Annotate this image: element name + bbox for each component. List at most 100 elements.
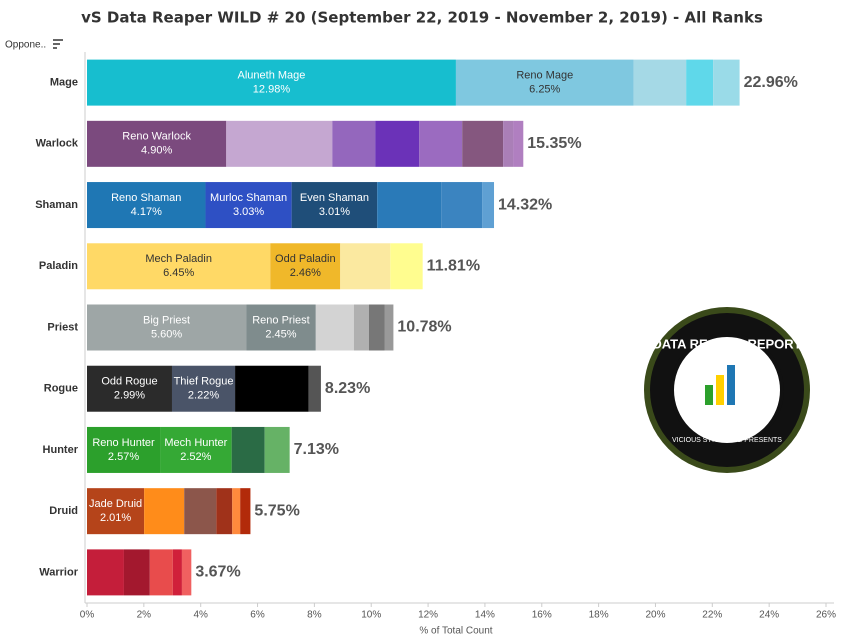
x-tick-label: 14%	[475, 610, 495, 621]
category-label: Shaman	[35, 199, 78, 211]
segment-name: Thief Rogue	[174, 376, 234, 388]
x-tick-label: 6%	[250, 610, 265, 621]
sort-icon[interactable]	[53, 39, 63, 49]
bar-segment	[144, 488, 185, 535]
bar-segment	[377, 182, 442, 229]
bar-segment	[149, 549, 173, 596]
chart-title: vS Data Reaper WILD # 20 (September 22, …	[81, 9, 763, 27]
bar-segment	[246, 304, 316, 351]
bar-segment	[441, 182, 483, 229]
bar-segment	[455, 59, 634, 106]
total-label: 22.96%	[744, 74, 798, 91]
x-tick-label: 10%	[361, 610, 381, 621]
bar-segment	[375, 120, 420, 167]
segment-name: Mech Paladin	[145, 253, 212, 265]
total-label: 15.35%	[527, 135, 581, 152]
x-tick-label: 12%	[418, 610, 438, 621]
segment-name: Reno Warlock	[122, 131, 191, 143]
category-label: Mage	[50, 77, 78, 89]
x-tick-label: 0%	[80, 610, 95, 621]
segment-name: Odd Rogue	[101, 376, 157, 388]
bar-segment	[231, 426, 265, 473]
category-label: Paladin	[39, 260, 78, 272]
category-label: Warlock	[36, 138, 79, 150]
category-label: Priest	[47, 321, 78, 333]
column-header: Oppone..	[5, 40, 46, 51]
segment-value: 2.45%	[265, 328, 296, 340]
x-tick-label: 2%	[137, 610, 152, 621]
bar-segment	[87, 304, 247, 351]
segment-value: 12.98%	[253, 84, 291, 96]
category-label: Warrior	[39, 566, 78, 578]
x-tick-label: 8%	[307, 610, 322, 621]
bar-segment	[123, 549, 150, 596]
x-tick-label: 26%	[816, 610, 836, 621]
segment-name: Reno Priest	[252, 314, 309, 326]
segment-name: Reno Hunter	[92, 437, 155, 449]
bar-segment	[353, 304, 369, 351]
bar-segment	[160, 426, 232, 473]
segment-value: 2.46%	[290, 267, 321, 279]
segment-name: Odd Paladin	[275, 253, 336, 265]
logo-icon	[716, 375, 724, 405]
logo-subtitle: VICIOUS SYNDICATE PRESENTS	[672, 437, 782, 444]
segment-value: 2.57%	[108, 451, 139, 463]
bar-segment	[390, 243, 423, 290]
bar-segment	[713, 59, 740, 106]
bar-segment	[205, 182, 292, 229]
bar-segment	[513, 120, 524, 167]
x-tick-label: 22%	[702, 610, 722, 621]
bar-segment	[172, 549, 182, 596]
x-tick-label: 20%	[645, 610, 665, 621]
bar-segment	[264, 426, 290, 473]
segment-value: 6.25%	[529, 84, 560, 96]
bar-segment	[270, 243, 341, 290]
segment-value: 2.01%	[100, 512, 131, 524]
bar-segment	[503, 120, 514, 167]
bar-segment	[87, 549, 124, 596]
category-label: Hunter	[43, 444, 79, 456]
segment-value: 5.60%	[151, 328, 182, 340]
bar-segment	[87, 120, 227, 167]
total-label: 10.78%	[397, 319, 451, 336]
bar-segment	[368, 304, 385, 351]
x-tick-label: 24%	[759, 610, 779, 621]
x-tick-label: 4%	[193, 610, 208, 621]
bar-segment	[87, 59, 456, 106]
bar-segment	[87, 426, 161, 473]
bar-segment	[216, 488, 233, 535]
segment-name: Reno Mage	[516, 70, 573, 82]
logo-title: DATA REAPER REPORT	[652, 336, 801, 351]
bar-segment	[235, 365, 309, 412]
bar-segment	[686, 59, 714, 106]
bar-segment	[633, 59, 687, 106]
segment-value: 4.90%	[141, 145, 172, 157]
segment-name: Aluneth Mage	[238, 70, 306, 82]
segment-value: 2.22%	[188, 390, 219, 402]
logo-icon	[705, 385, 713, 405]
bar-segment	[181, 549, 192, 596]
bar-segment	[291, 182, 378, 229]
total-label: 7.13%	[294, 441, 339, 458]
bar-segment	[332, 120, 376, 167]
segment-name: Murloc Shaman	[210, 192, 287, 204]
total-label: 3.67%	[195, 564, 240, 581]
bar-segment	[340, 243, 391, 290]
logo: DATA REAPER REPORT VICIOUS SYNDICATE PRE…	[644, 307, 810, 473]
total-label: 11.81%	[427, 257, 480, 274]
segment-value: 6.45%	[163, 267, 194, 279]
segment-name: Mech Hunter	[164, 437, 227, 449]
total-label: 14.32%	[498, 196, 552, 213]
segment-name: Reno Shaman	[111, 192, 181, 204]
category-label: Druid	[49, 505, 78, 517]
bar-segment	[384, 304, 394, 351]
x-axis-label: % of Total Count	[419, 626, 492, 637]
segment-name: Jade Druid	[89, 498, 142, 510]
bar-segment	[87, 488, 145, 535]
bar-segment	[240, 488, 251, 535]
bar-segment	[315, 304, 354, 351]
bar-segment	[171, 365, 236, 412]
total-label: 8.23%	[325, 380, 370, 397]
bar-segment	[87, 182, 206, 229]
